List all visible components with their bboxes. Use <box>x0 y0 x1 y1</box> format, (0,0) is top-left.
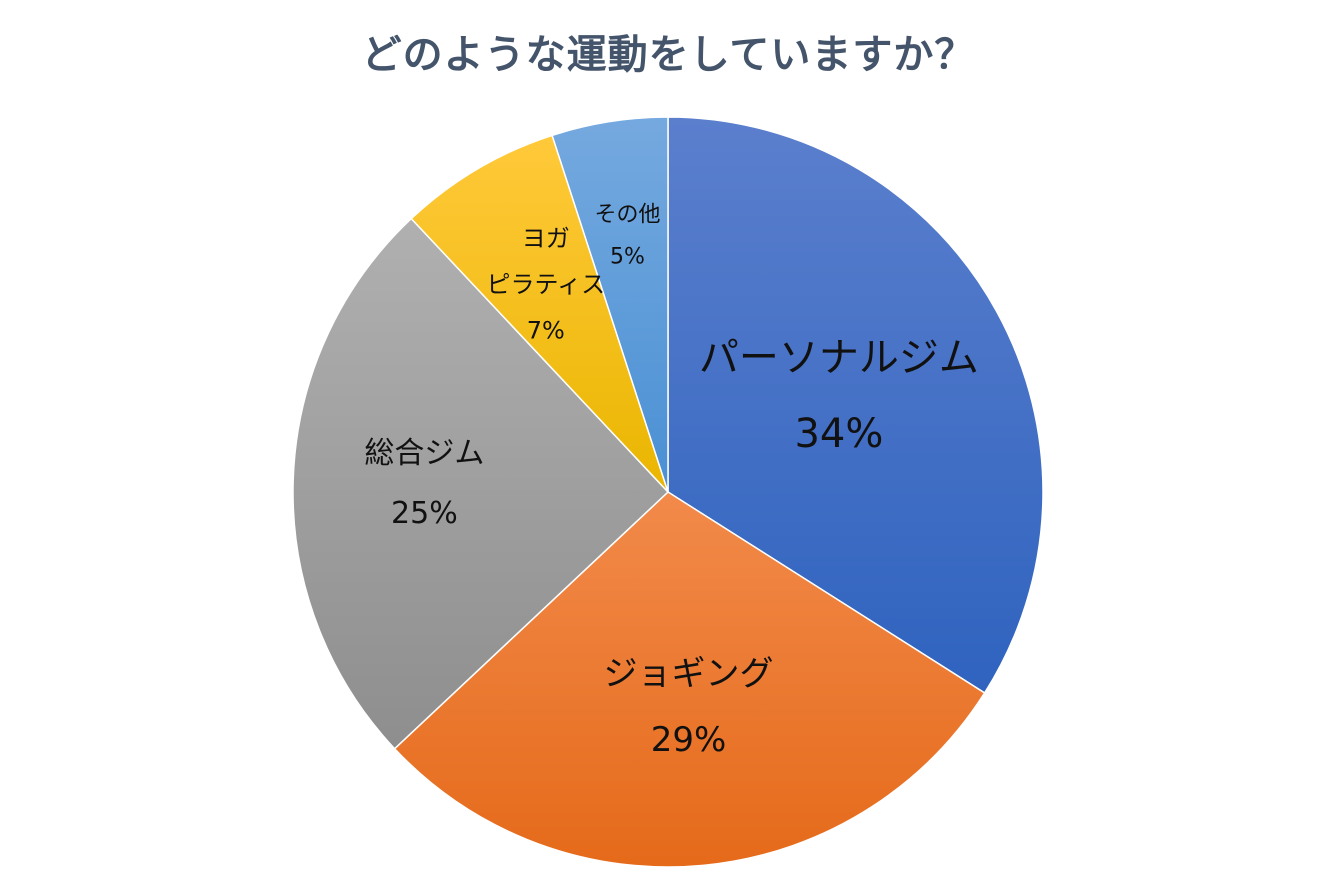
data-label-name-yoga-pilates: ヨガ <box>522 224 570 252</box>
data-label-value-other: 5% <box>610 244 645 269</box>
chart-title: どのような運動をしていますか？ <box>361 32 976 78</box>
pie-slice-other <box>551 116 669 493</box>
data-label-value-general-gym: 25% <box>391 496 458 531</box>
data-label-value-jogging: 29% <box>651 720 727 760</box>
data-label-name-personal-gym: パーソナルジム <box>699 335 979 381</box>
pie-slice-yoga-pilates <box>410 134 669 493</box>
data-label-name-other: その他 <box>594 202 660 227</box>
data-label-value-yoga-pilates: 7% <box>527 316 565 344</box>
pie-slice-jogging <box>393 491 986 868</box>
data-label-name-general-gym: 総合ジム <box>364 436 484 471</box>
data-label-name-yoga-pilates: ピラティス <box>487 270 606 298</box>
data-label-value-personal-gym: 34% <box>794 411 883 457</box>
data-label-name-jogging: ジョギング <box>604 654 774 694</box>
pie-slice-personal-gym <box>667 116 1044 694</box>
pie-slice-general-gym <box>292 217 670 750</box>
